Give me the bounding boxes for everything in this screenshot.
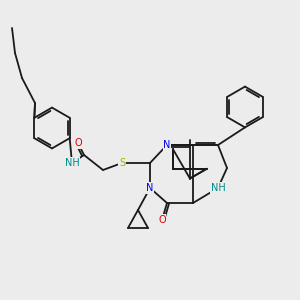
Text: O: O [158,215,166,225]
Text: NH: NH [211,183,225,193]
Text: N: N [146,183,154,193]
Text: O: O [74,138,82,148]
Text: S: S [119,158,125,168]
Text: N: N [163,140,171,150]
Text: NH: NH [64,158,80,168]
